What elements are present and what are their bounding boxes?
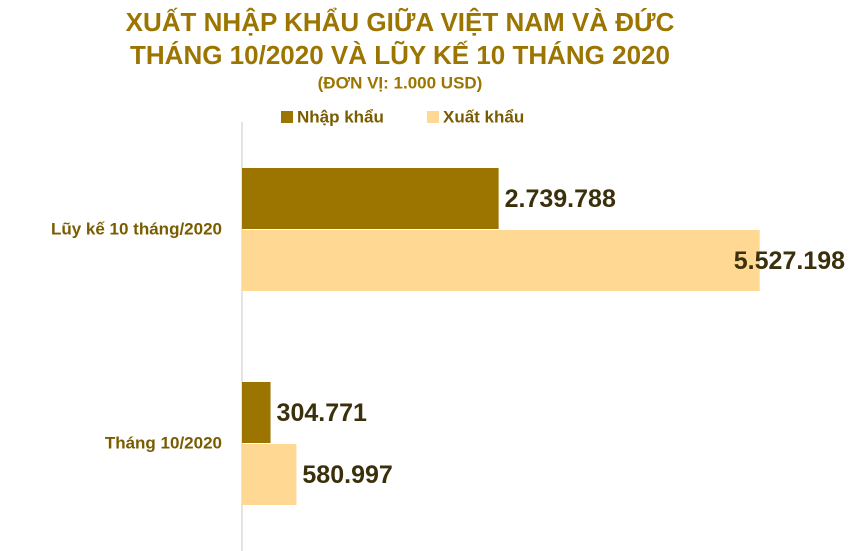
value-label: 5.527.198 <box>734 247 845 275</box>
bar <box>242 230 760 291</box>
legend-swatch <box>281 111 293 123</box>
category-label: Tháng 10/2020 <box>105 433 222 452</box>
chart-title: THÁNG 10/2020 VÀ LŨY KẾ 10 THÁNG 2020 <box>130 40 670 70</box>
legend-label: Nhập khẩu <box>297 107 384 126</box>
category-label: Lũy kế 10 tháng/2020 <box>51 219 222 238</box>
bar <box>242 168 499 229</box>
legend-swatch <box>427 111 439 123</box>
value-label: 580.997 <box>302 461 392 489</box>
bar <box>242 444 297 505</box>
bar <box>242 382 271 443</box>
chart-title: XUẤT NHẬP KHẨU GIỮA VIỆT NAM VÀ ĐỨC <box>126 7 675 37</box>
legend-label: Xuất khẩu <box>443 107 524 126</box>
value-label: 304.771 <box>277 399 367 427</box>
value-label: 2.739.788 <box>505 185 616 213</box>
chart-subtitle: (ĐƠN VỊ: 1.000 USD) <box>318 73 483 92</box>
